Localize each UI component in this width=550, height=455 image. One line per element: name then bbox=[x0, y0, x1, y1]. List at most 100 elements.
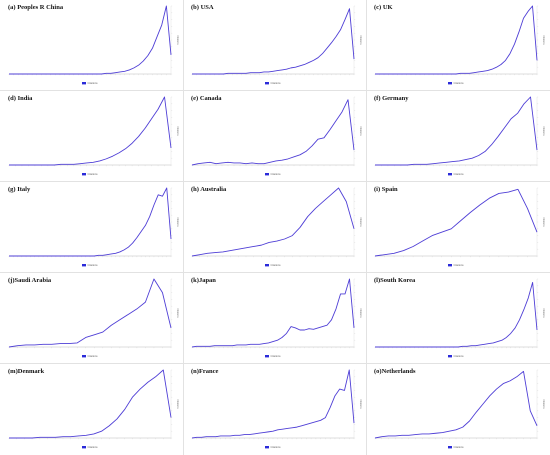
legend-label: Citations bbox=[88, 445, 99, 449]
chart-panel: Citations (b) USA Citations bbox=[184, 0, 366, 90]
data-series-line bbox=[9, 369, 172, 439]
legend-swatch bbox=[448, 446, 452, 449]
legend-label: Citations bbox=[88, 354, 99, 358]
data-series-line bbox=[374, 370, 538, 439]
legend-swatch bbox=[448, 173, 452, 176]
legend-swatch bbox=[265, 264, 269, 267]
legend-swatch bbox=[265, 446, 269, 449]
chart-panel: Citations (d) India Citations bbox=[1, 91, 183, 181]
legend-swatch bbox=[265, 355, 269, 358]
legend-swatch bbox=[82, 355, 86, 358]
data-series-line bbox=[191, 187, 355, 257]
data-series-line bbox=[375, 5, 538, 75]
column-divider bbox=[183, 0, 184, 455]
legend-label: Citations bbox=[88, 263, 99, 267]
chart-svg: Citations (o)Netherlands Citations bbox=[374, 368, 545, 449]
chart-title: (m)Denmark bbox=[8, 368, 44, 375]
y-axis-label: Citations bbox=[542, 126, 545, 136]
y-axis-label: Citations bbox=[359, 217, 362, 227]
chart-panel: Citations (k)Japan Citations bbox=[184, 273, 366, 363]
y-axis-label: Citations bbox=[359, 35, 362, 45]
y-axis-label: Citations bbox=[176, 399, 179, 409]
data-series-line bbox=[9, 5, 172, 75]
y-axis-label: Citations bbox=[542, 35, 545, 45]
chart-svg: Citations (f) Germany Citations bbox=[374, 95, 545, 176]
y-axis-label: Citations bbox=[359, 308, 362, 318]
chart-title: (g) Italy bbox=[8, 186, 31, 193]
chart-panel: Citations (e) Canada Citations bbox=[184, 91, 366, 181]
data-series-line bbox=[375, 96, 538, 166]
data-series-line bbox=[374, 188, 538, 257]
column-divider bbox=[366, 0, 367, 455]
legend-swatch bbox=[82, 173, 86, 176]
chart-panel: Citations (n)France Citations bbox=[184, 364, 366, 454]
chart-title: (b) USA bbox=[191, 4, 214, 11]
chart-title: (j)Saudi Arabia bbox=[8, 277, 52, 284]
chart-panel: Citations (a) Peoples R China Citations bbox=[1, 0, 183, 90]
legend-label: Citations bbox=[454, 81, 465, 85]
chart-panel: Citations (m)Denmark Citations bbox=[1, 364, 183, 454]
legend-label: Citations bbox=[454, 445, 465, 449]
data-series-line bbox=[191, 99, 355, 166]
chart-title: (a) Peoples R China bbox=[8, 4, 64, 11]
data-series-line bbox=[9, 187, 172, 257]
legend-label: Citations bbox=[271, 354, 282, 358]
chart-title: (o)Netherlands bbox=[374, 368, 416, 375]
y-axis-label: Citations bbox=[542, 217, 545, 227]
legend-label: Citations bbox=[271, 172, 282, 176]
row-divider bbox=[0, 181, 550, 182]
chart-title: (n)France bbox=[191, 368, 219, 375]
legend-swatch bbox=[448, 264, 452, 267]
row-divider bbox=[0, 272, 550, 273]
data-series-line bbox=[8, 278, 172, 348]
chart-svg: Citations (g) Italy Citations bbox=[8, 186, 179, 267]
chart-panel: Citations (g) Italy Citations bbox=[1, 182, 183, 272]
y-axis-label: Citations bbox=[542, 308, 545, 318]
legend-swatch bbox=[448, 355, 452, 358]
data-series-line bbox=[191, 369, 355, 439]
row-divider bbox=[0, 90, 550, 91]
chart-svg: Citations (m)Denmark Citations bbox=[8, 368, 179, 449]
legend-label: Citations bbox=[271, 263, 282, 267]
data-series-line bbox=[375, 281, 538, 348]
chart-panel: Citations (c) UK Citations bbox=[367, 0, 549, 90]
chart-svg: Citations (n)France Citations bbox=[191, 368, 362, 449]
legend-swatch bbox=[265, 82, 269, 85]
chart-panel: Citations (i) Spain Citations bbox=[367, 182, 549, 272]
y-axis-label: Citations bbox=[176, 308, 179, 318]
chart-title: (c) UK bbox=[374, 4, 393, 11]
chart-title: (i) Spain bbox=[374, 186, 398, 193]
chart-title: (l)South Korea bbox=[374, 277, 416, 284]
legend-swatch bbox=[265, 173, 269, 176]
legend-label: Citations bbox=[88, 81, 99, 85]
chart-panel: Citations (f) Germany Citations bbox=[367, 91, 549, 181]
chart-title: (k)Japan bbox=[191, 277, 216, 284]
legend-label: Citations bbox=[271, 81, 282, 85]
chart-title: (f) Germany bbox=[374, 95, 409, 102]
data-series-line bbox=[192, 8, 355, 75]
legend-swatch bbox=[82, 446, 86, 449]
y-axis-label: Citations bbox=[176, 126, 179, 136]
row-divider bbox=[0, 363, 550, 364]
chart-svg: Citations (l)South Korea Citations bbox=[374, 277, 545, 358]
y-axis-label: Citations bbox=[359, 126, 362, 136]
legend-swatch bbox=[82, 264, 86, 267]
legend-label: Citations bbox=[454, 263, 465, 267]
y-axis-label: Citations bbox=[176, 217, 179, 227]
chart-title: (e) Canada bbox=[191, 95, 222, 102]
chart-svg: Citations (c) UK Citations bbox=[374, 4, 545, 85]
legend-label: Citations bbox=[454, 172, 465, 176]
legend-label: Citations bbox=[88, 172, 99, 176]
chart-svg: Citations (h) Australia Citations bbox=[191, 186, 362, 267]
y-axis-label: Citations bbox=[176, 35, 179, 45]
chart-svg: Citations (j)Saudi Arabia Citations bbox=[8, 277, 179, 358]
chart-title: (d) India bbox=[8, 95, 33, 102]
data-series-line bbox=[9, 96, 172, 166]
chart-panel: Citations (l)South Korea Citations bbox=[367, 273, 549, 363]
chart-title: (h) Australia bbox=[191, 186, 227, 193]
legend-swatch bbox=[448, 82, 452, 85]
chart-svg: Citations (a) Peoples R China Citations bbox=[8, 4, 179, 85]
chart-panel: Citations (h) Australia Citations bbox=[184, 182, 366, 272]
y-axis-label: Citations bbox=[542, 399, 545, 409]
